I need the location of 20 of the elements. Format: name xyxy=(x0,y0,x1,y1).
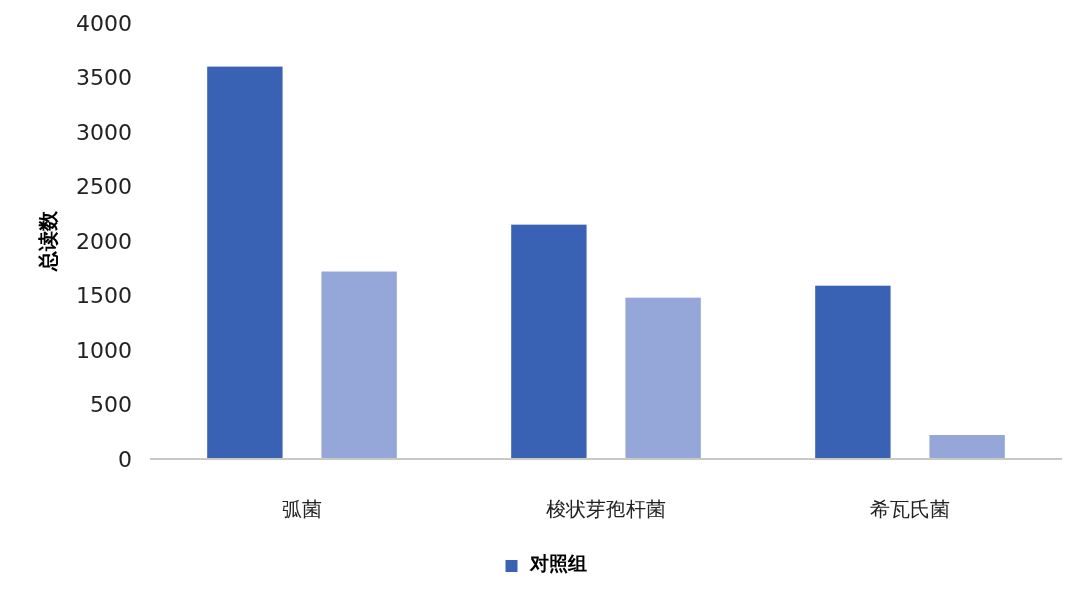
y-tick-label: 2000 xyxy=(76,228,132,254)
bar xyxy=(929,435,1005,459)
y-tick-label: 4000 xyxy=(76,10,132,36)
x-tick-label: 希瓦氏菌 xyxy=(870,497,950,522)
y-tick-label: 3000 xyxy=(76,119,132,145)
y-tick-label: 0 xyxy=(118,446,132,472)
y-tick-label: 500 xyxy=(90,392,132,418)
legend-label: 对照组 xyxy=(528,552,587,574)
y-tick-label: 1000 xyxy=(76,337,132,363)
x-tick-label: 梭状芽孢杆菌 xyxy=(546,497,666,522)
x-tick-label: 弧菌 xyxy=(282,497,322,522)
bar xyxy=(511,224,587,459)
y-axis-title: 总读数 xyxy=(36,210,60,272)
y-tick-label: 1500 xyxy=(76,283,132,309)
y-tick-label: 3500 xyxy=(76,65,132,91)
bar xyxy=(321,271,397,459)
bar xyxy=(207,66,283,459)
y-tick-label: 2500 xyxy=(76,174,132,200)
bar xyxy=(815,285,891,459)
bar xyxy=(625,297,701,459)
